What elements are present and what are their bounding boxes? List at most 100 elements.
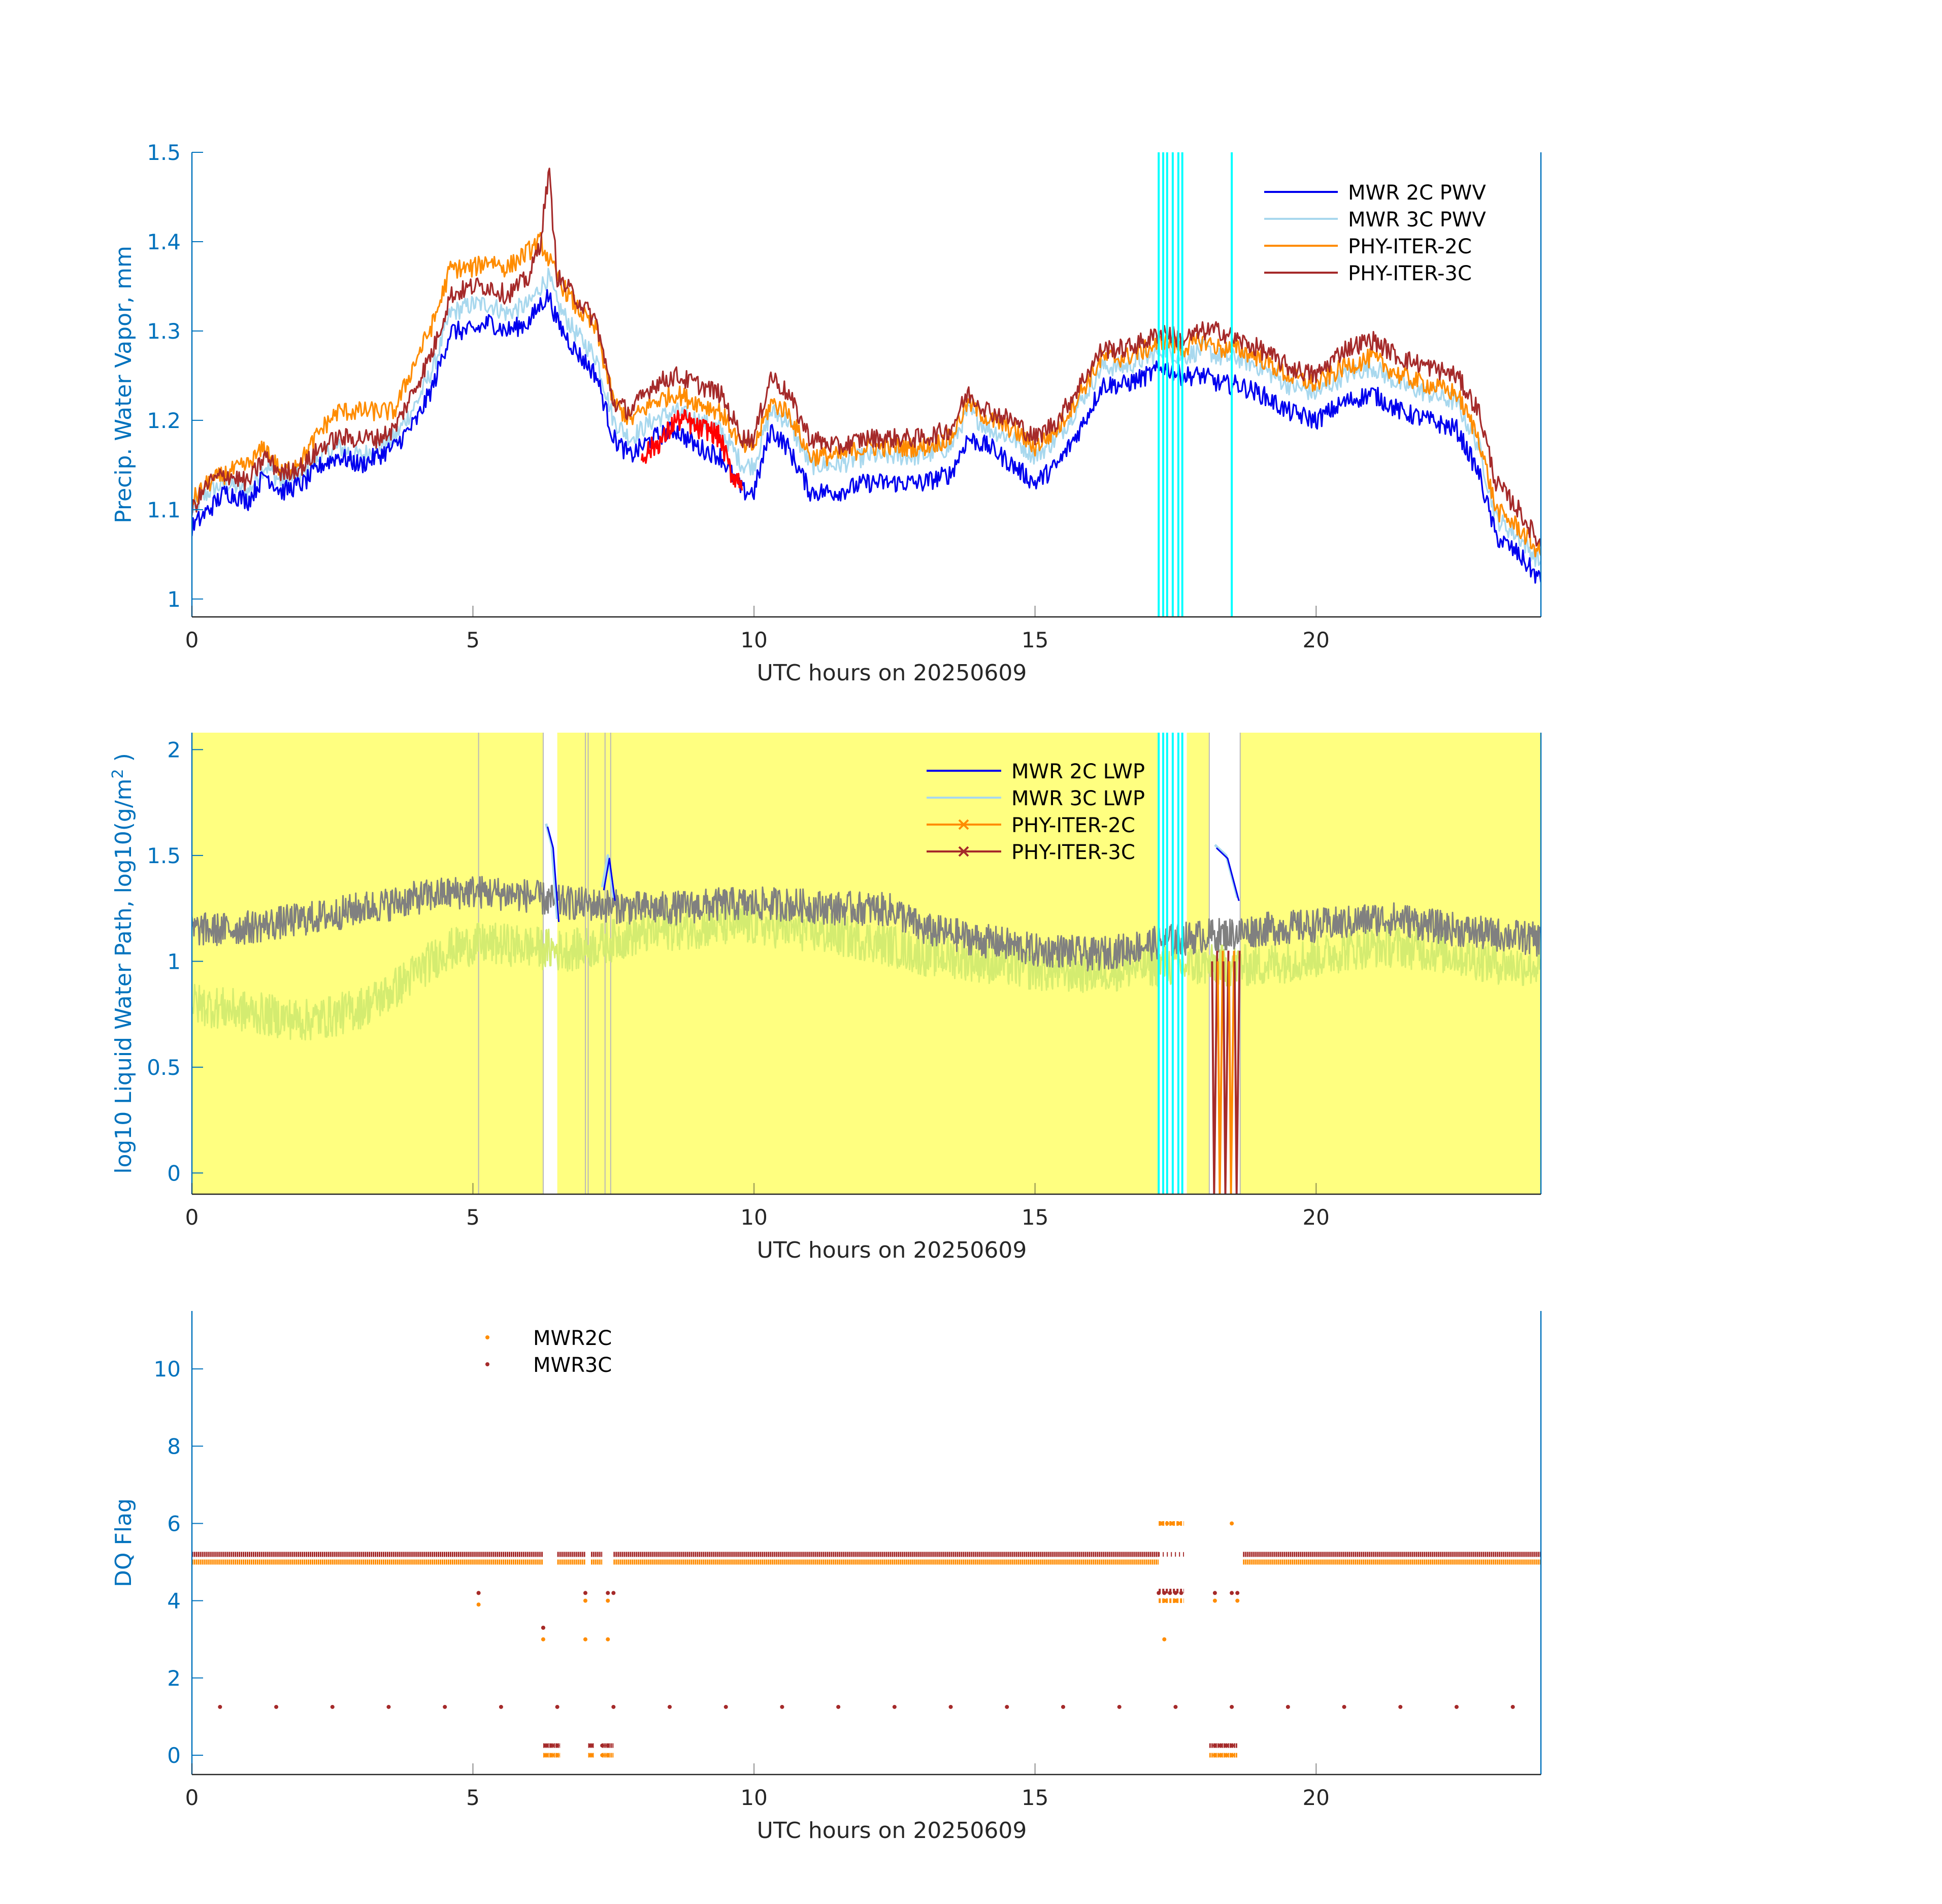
- y-tick-label: 1: [167, 949, 181, 974]
- x-tick-label: 0: [185, 628, 199, 652]
- legend-dq: MWR2C MWR3C: [485, 1327, 612, 1377]
- series-line-phy-iter-2c: [192, 232, 1541, 557]
- legend-marker-x: [958, 846, 969, 857]
- y-tick-label: 6: [167, 1511, 181, 1536]
- mwr3c-spike-line: [601, 854, 615, 898]
- periodic-point-mwr3c: [836, 1704, 841, 1709]
- legend-label: PHY-ITER-2C: [1348, 235, 1472, 258]
- periodic-point-mwr3c: [1286, 1704, 1290, 1709]
- y-tick-label: 0.5: [147, 1055, 181, 1080]
- periodic-point-mwr3c: [1230, 1704, 1234, 1709]
- periodic-point-mwr3c: [948, 1704, 953, 1709]
- periodic-point-mwr3c: [443, 1704, 447, 1709]
- legend-label: MWR 2C LWP: [1011, 760, 1145, 783]
- x-tick-label: 20: [1302, 1785, 1329, 1810]
- axes-lwp: 0 5 10 15 20 0 0.5 1 1.5 2 UTC hours on 20250609 lo…: [109, 733, 1542, 1263]
- x-tick-label: 20: [1302, 628, 1329, 652]
- flag-point-mwr3c: [1212, 1591, 1217, 1595]
- legend-label: MWR 3C LWP: [1011, 787, 1145, 810]
- legend-pwv: MWR 2C PWV MWR 3C PWV PHY-ITER-2C PHY-ITER-…: [1264, 181, 1486, 285]
- x-axis-title: UTC hours on 20250609: [757, 660, 1027, 686]
- y-tick-label: 1.5: [147, 140, 181, 165]
- flag-point-mwr2c: [583, 1637, 587, 1642]
- periodic-point-mwr3c: [668, 1704, 672, 1709]
- y-axis-title-end: ): [111, 753, 137, 769]
- x-axis-title: UTC hours on 20250609: [757, 1818, 1027, 1844]
- x-tick-label: 0: [185, 1785, 199, 1810]
- y-tick-label: 0: [167, 1743, 181, 1768]
- yellow-band: [192, 733, 543, 1194]
- periodic-point-mwr3c: [1510, 1704, 1515, 1709]
- x-tick-label: 20: [1302, 1205, 1329, 1230]
- periodic-point-mwr3c: [780, 1704, 784, 1709]
- grey-trace-line: [192, 876, 1541, 972]
- periodic-point-mwr3c: [1342, 1704, 1346, 1709]
- flag-point-mwr2c: [1162, 1637, 1167, 1642]
- flag-point-mwr2c: [1212, 1598, 1217, 1603]
- legend-marker: [485, 1335, 489, 1339]
- periodic-point-mwr3c: [1005, 1704, 1009, 1709]
- flag-point-mwr2c: [606, 1598, 610, 1603]
- phy-drop-line: [1233, 950, 1241, 1194]
- y-tick-label: 1.4: [147, 229, 181, 254]
- flag-point-mwr3c: [1230, 1591, 1234, 1595]
- y-axis-title-sup: 2: [109, 769, 127, 778]
- periodic-point-mwr3c: [1061, 1704, 1065, 1709]
- legend-marker-x: [958, 819, 969, 830]
- phy-drop-line: [1211, 950, 1219, 1194]
- mwr3c-spike-line: [1214, 844, 1239, 898]
- periodic-point-mwr3c: [1117, 1704, 1122, 1709]
- periodic-point-mwr3c: [723, 1704, 728, 1709]
- plot-area-pwv: [192, 152, 1541, 617]
- flag-point-mwr2c: [583, 1598, 587, 1603]
- flag-point-mwr2c: [541, 1637, 545, 1642]
- legend-label: MWR 3C PWV: [1348, 208, 1486, 232]
- flag-point-mwr2c: [1230, 1521, 1234, 1526]
- chart-pwv: MWR 2C PWV MWR 3C PWV PHY-ITER-2C PHY-ITER-…: [192, 152, 1541, 617]
- green-trace-line: [192, 904, 1541, 1041]
- chart-lwp: MWR 2C LWP MWR 3C LWP PHY-ITER-2C PHY-ITER-…: [192, 733, 1541, 1194]
- y-tick-label: 8: [167, 1434, 181, 1459]
- y-axis-title-text: DQ Flag: [111, 1498, 137, 1587]
- y-tick-label: 2: [167, 1666, 181, 1691]
- mwr2c-spike-line: [547, 826, 560, 923]
- periodic-point-mwr3c: [1173, 1704, 1178, 1709]
- periodic-point-mwr3c: [892, 1704, 897, 1709]
- flag-point-mwr2c: [1235, 1598, 1240, 1603]
- plot-area-dq: [192, 1521, 1541, 1758]
- legend-label: MWR3C: [533, 1354, 612, 1377]
- legend-label: PHY-ITER-3C: [1348, 262, 1472, 285]
- y-axis-title-text: Precip. Water Vapor, mm: [111, 246, 137, 523]
- flag-point-mwr3c: [606, 1591, 610, 1595]
- axes-pwv: 0 5 10 15 20 1 1.1 1.2 1.3 1.4 1.5 UTC hours on 202…: [111, 140, 1542, 686]
- legend-marker: [485, 1362, 489, 1366]
- plot-area-lwp: [192, 733, 1541, 1194]
- chart-dq: MWR2C MWR3C: [192, 1327, 1541, 1758]
- x-tick-label: 15: [1022, 1785, 1048, 1810]
- periodic-point-mwr3c: [611, 1704, 616, 1709]
- legend-label: MWR2C: [533, 1327, 612, 1350]
- periodic-point-mwr3c: [1454, 1704, 1459, 1709]
- legend-label: PHY-ITER-3C: [1011, 841, 1135, 864]
- y-tick-label: 1.3: [147, 319, 181, 344]
- flag-point-mwr2c: [476, 1602, 481, 1607]
- phy-drop-line: [1228, 950, 1235, 1194]
- flagged-segment-line: [640, 409, 743, 491]
- y-tick-label: 1.2: [147, 408, 181, 433]
- y-axis-title: log10 Liquid Water Path, log10(g/m2 ): [109, 753, 137, 1174]
- x-axis-title: UTC hours on 20250609: [757, 1237, 1027, 1263]
- periodic-point-mwr3c: [386, 1704, 391, 1709]
- phy-drop-line: [1216, 950, 1224, 1194]
- y-tick-label: 10: [154, 1357, 181, 1382]
- periodic-point-mwr3c: [1398, 1704, 1403, 1709]
- periodic-point-mwr3c: [274, 1704, 279, 1709]
- legend-label: PHY-ITER-2C: [1011, 814, 1135, 837]
- y-axis-title-text: log10 Liquid Water Path, log10(g/m: [111, 778, 137, 1173]
- y-tick-label: 4: [167, 1589, 181, 1614]
- legend-label: MWR 2C PWV: [1348, 181, 1486, 205]
- flag-point-mwr2c: [606, 1637, 610, 1642]
- periodic-point-mwr3c: [330, 1704, 335, 1709]
- flag-point-mwr3c: [611, 1591, 616, 1595]
- y-tick-label: 1.1: [147, 498, 181, 522]
